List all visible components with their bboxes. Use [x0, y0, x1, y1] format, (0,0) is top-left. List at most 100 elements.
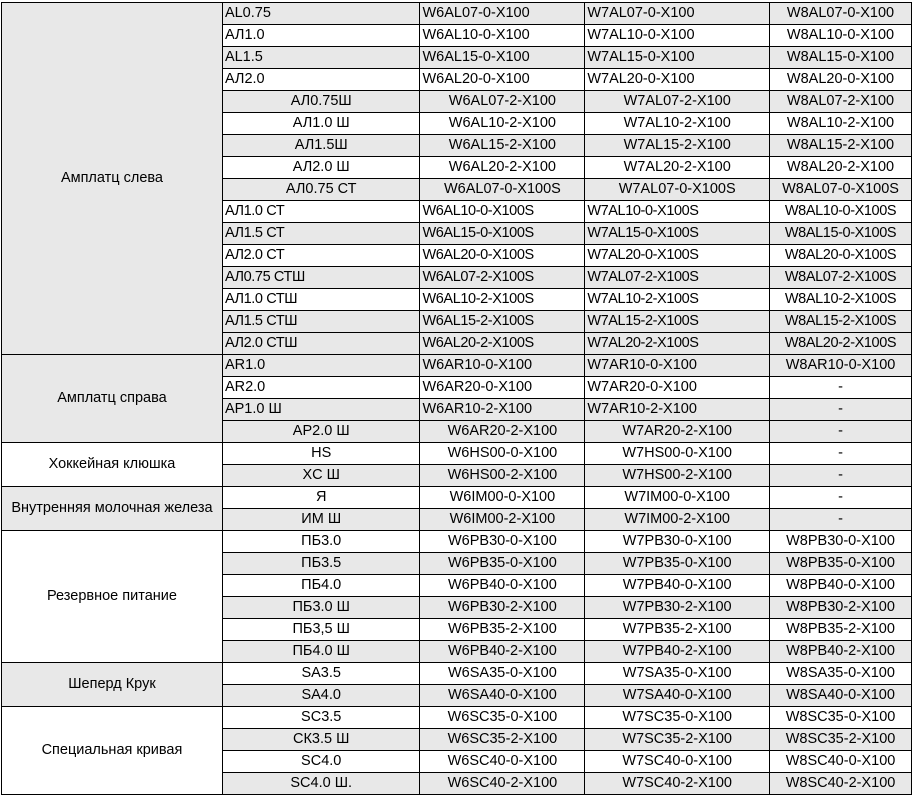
w7-code-cell: W7PB30-0-X100 [584, 530, 771, 553]
w6-code-cell: W6AL15-0-X100S [419, 222, 586, 245]
w8-code-cell: W8AL07-0-X100S [769, 178, 912, 201]
w6-code-cell: W6PB30-0-X100 [419, 530, 586, 553]
w6-code-cell: W6IM00-2-X100 [419, 508, 586, 531]
model-cell: SC3.5 [221, 706, 421, 729]
w7-code-cell: W7AR20-0-X100 [584, 376, 771, 399]
w8-code-cell: W8PB35-2-X100 [769, 618, 912, 641]
w7-code-cell: W7AL15-2-X100 [584, 134, 771, 157]
model-cell: АЛ2.0 [221, 68, 421, 91]
model-cell: АЛ1.5 СТ [221, 222, 421, 245]
model-cell: АЛ2.0 СТ [221, 244, 421, 267]
table-row: AR2.0 W6AR20-0-X100 W7AR20-0-X100- [2, 376, 912, 399]
w8-code-cell: W8AL20-0-X100S [769, 244, 912, 267]
table-row: Амплатц слева AL0.75 W6AL07-0-X100 W7AL07-0… [1, 2, 912, 355]
w7-code-cell: W7AL07-0-X100S [584, 178, 771, 201]
w7-code-cell: W7AL10-2-X100 [584, 112, 771, 135]
w7-code-cell: W7AL10-2-X100S [584, 288, 771, 311]
w8-code-cell: W8SA40-0-X100 [769, 684, 912, 707]
table-row: Амплатц справа AR1.0 W6AR10-0-X100 W7AR10-0… [1, 354, 912, 443]
table-row: Внутренняя молочная железа Я W6IM00-0-X100… [1, 486, 912, 531]
w8-code-cell: - [769, 442, 912, 465]
table-row: АЛ1.5 СТШ W6AL15-2-X100S W7AL15-2-X100S W8A… [2, 310, 912, 333]
w6-code-cell: W6AL20-0-X100S [419, 244, 586, 267]
w8-code-cell: W8SC35-0-X100 [769, 706, 912, 729]
w6-code-cell: W6AL15-0-X100 [419, 46, 586, 69]
w7-code-cell: W7AL07-2-X100S [584, 266, 771, 289]
group-label: Резервное питание [1, 530, 223, 663]
w8-code-cell: W8AL10-2-X100S [769, 288, 912, 311]
w6-code-cell: W6AR10-2-X100 [419, 398, 586, 421]
model-cell: ПБ4.0 [221, 574, 421, 597]
model-cell: АЛ1.0 СТШ [221, 288, 421, 311]
table-row: АЛ0.75Ш W6AL07-2-X100 W7AL07-2-X100 W8AL07-… [2, 90, 912, 113]
group-label: Амплатц справа [1, 354, 223, 443]
w8-code-cell: W8SC40-0-X100 [769, 750, 912, 773]
table-row: СК3.5 Ш W6SC35-2-X100 W7SC35-2-X100 W8SC35-… [2, 728, 912, 751]
w7-code-cell: W7AL07-2-X100 [584, 90, 771, 113]
model-cell: АЛ1.0 СТ [221, 200, 421, 223]
w8-code-cell: W8PB30-0-X100 [769, 530, 912, 553]
table-row: АЛ1.5 СТ W6AL15-0-X100S W7AL15-0-X100S W8AL… [2, 222, 912, 245]
model-cell: АЛ0.75 СТ [221, 178, 421, 201]
table-row: АЛ1.0 Ш W6AL10-2-X100 W7AL10-2-X100 W8AL10-… [2, 112, 912, 135]
model-cell: ПБ3.0 [221, 530, 421, 553]
w8-code-cell: W8AL15-0-X100 [769, 46, 912, 69]
w8-code-cell: W8SC35-2-X100 [769, 728, 912, 751]
w8-code-cell: W8AL10-2-X100 [769, 112, 912, 135]
w7-code-cell: W7PB40-2-X100 [584, 640, 771, 663]
w7-code-cell: W7AL20-2-X100 [584, 156, 771, 179]
model-cell: HS [221, 442, 421, 465]
w8-code-cell: W8AL10-0-X100 [769, 24, 912, 47]
w6-code-cell: W6SC40-0-X100 [419, 750, 586, 773]
table-row: ПБ3.5 W6PB35-0-X100 W7PB35-0-X100 W8PB35-0-… [2, 552, 912, 575]
w6-code-cell: W6AL07-0-X100S [419, 178, 586, 201]
w8-code-cell: W8PB35-0-X100 [769, 552, 912, 575]
table-row: Специальная кривая SC3.5 W6SC35-0-X100 W7SC… [1, 706, 912, 795]
model-cell: ПБ3,5 Ш [221, 618, 421, 641]
model-cell: СК3.5 Ш [221, 728, 421, 751]
w6-code-cell: W6AL10-0-X100 [419, 24, 586, 47]
w8-code-cell: W8PB30-2-X100 [769, 596, 912, 619]
w8-code-cell: - [769, 486, 912, 509]
model-cell: ИМ Ш [221, 508, 421, 531]
w7-code-cell: W7PB40-0-X100 [584, 574, 771, 597]
w7-code-cell: W7SC40-0-X100 [584, 750, 771, 773]
table-row: Хоккейная клюшка HS W6HS00-0-X100 W7HS00-0-… [1, 442, 912, 487]
w6-code-cell: W6IM00-0-X100 [419, 486, 586, 509]
model-cell: AL1.5 [221, 46, 421, 69]
group-label: Шеперд Крук [1, 662, 223, 707]
w7-code-cell: W7AL07-0-X100 [584, 2, 771, 25]
model-cell: АЛ2.0 СТШ [221, 332, 421, 355]
model-cell: AL0.75 [221, 2, 421, 25]
w7-code-cell: W7PB35-0-X100 [584, 552, 771, 575]
group-label: Амплатц слева [1, 2, 223, 355]
w8-code-cell: W8AL15-0-X100S [769, 222, 912, 245]
w7-code-cell: W7AL20-0-X100S [584, 244, 771, 267]
model-cell: ПБ4.0 Ш [221, 640, 421, 663]
model-cell: AR1.0 [221, 354, 421, 377]
model-cell: SC4.0 Ш. [221, 772, 421, 795]
model-cell: AP1.0 Ш [221, 398, 421, 421]
w7-code-cell: W7AR20-2-X100 [584, 420, 771, 443]
table-row: АЛ1.0 СТ W6AL10-0-X100S W7AL10-0-X100S W8AL… [2, 200, 912, 223]
table-row: ПБ4.0 W6PB40-0-X100 W7PB40-0-X100 W8PB40-0-… [2, 574, 912, 597]
table-row: АЛ1.0 СТШ W6AL10-2-X100S W7AL10-2-X100S W8A… [2, 288, 912, 311]
w6-code-cell: W6AL20-2-X100 [419, 156, 586, 179]
w6-code-cell: W6PB40-2-X100 [419, 640, 586, 663]
model-cell: АЛ1.5 СТШ [221, 310, 421, 333]
w6-code-cell: W6AR20-2-X100 [419, 420, 586, 443]
model-cell: АЛ1.0 Ш [221, 112, 421, 135]
w8-code-cell: W8AL20-0-X100 [769, 68, 912, 91]
w8-code-cell: W8AL20-2-X100 [769, 156, 912, 179]
w7-code-cell: W7SA40-0-X100 [584, 684, 771, 707]
w7-code-cell: W7AR10-0-X100 [584, 354, 771, 377]
w8-code-cell: W8AL07-0-X100 [769, 2, 912, 25]
w6-code-cell: W6SC35-0-X100 [419, 706, 586, 729]
table-row: AL1.5 W6AL15-0-X100 W7AL15-0-X100 W8AL15-0-… [2, 46, 912, 69]
w6-code-cell: W6SA40-0-X100 [419, 684, 586, 707]
w7-code-cell: W7AL15-0-X100S [584, 222, 771, 245]
w7-code-cell: W7HS00-0-X100 [584, 442, 771, 465]
model-cell: AP2.0 Ш [221, 420, 421, 443]
w6-code-cell: W6AL20-0-X100 [419, 68, 586, 91]
